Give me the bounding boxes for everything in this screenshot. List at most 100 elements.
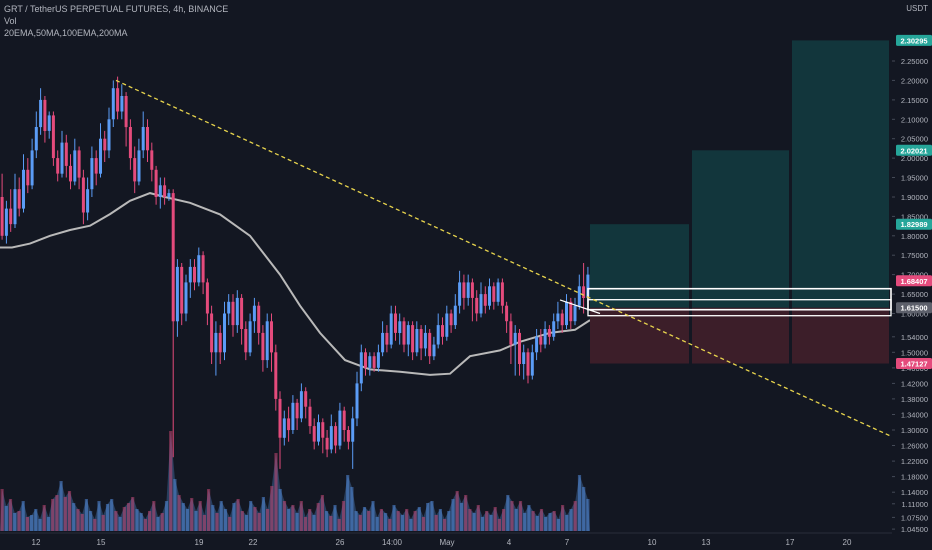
volume-bar: [46, 517, 51, 531]
volume-bar: [34, 509, 38, 531]
trendline-layer[interactable]: [115, 79, 891, 437]
price-badge[interactable]: [896, 34, 932, 46]
volume-bar: [514, 509, 518, 531]
time-tick-label: 15: [97, 538, 106, 547]
volume-bar: [185, 509, 190, 531]
candle: [163, 185, 167, 197]
volume-bar: [72, 503, 76, 531]
price-axis-panel[interactable]: [892, 0, 932, 550]
candle: [436, 325, 440, 345]
candle: [321, 422, 325, 438]
price-tick-label: 1.65000: [901, 290, 928, 299]
volume-bar: [8, 499, 13, 531]
volume-bar: [59, 481, 63, 531]
candle: [9, 208, 13, 225]
volume-bar: [337, 519, 341, 531]
stop-zone-2[interactable]: [692, 307, 789, 364]
volume-bar: [510, 501, 514, 531]
volume-bar: [573, 501, 577, 531]
symbol-title[interactable]: GRT / TetherUS PERPETUAL FUTURES, 4h, BI…: [4, 4, 229, 14]
candle: [342, 410, 346, 430]
candle: [30, 150, 34, 186]
candle: [167, 193, 171, 197]
price-tick-label: 2.00000: [901, 154, 928, 163]
volume-bar: [451, 499, 455, 531]
candle: [552, 321, 556, 337]
volume-bar: [426, 503, 430, 531]
candle: [479, 294, 483, 314]
candle: [543, 329, 547, 345]
volume-bar: [489, 515, 493, 531]
volume-bar: [266, 509, 270, 531]
volume-bar: [539, 509, 544, 531]
candle: [278, 398, 282, 438]
volume-bar: [320, 495, 324, 531]
breakout-marker: [559, 299, 601, 315]
candle: [475, 297, 479, 314]
time-tick-label: 10: [648, 538, 657, 547]
volume-bar: [548, 513, 552, 531]
price-tick-label: 1.85000: [901, 212, 928, 221]
time-tick-label: 13: [702, 538, 711, 547]
descending-trendline[interactable]: [115, 79, 891, 437]
stop-zone-3[interactable]: [792, 307, 889, 364]
price-badge[interactable]: [896, 275, 932, 287]
volume-bar: [101, 515, 105, 531]
price-badge[interactable]: [896, 302, 932, 314]
target-zone-2[interactable]: [692, 150, 789, 308]
candle: [526, 352, 530, 376]
candle: [359, 352, 363, 384]
time-tick-label: 22: [249, 538, 258, 547]
volume-bar: [287, 509, 291, 531]
volume-bar: [299, 501, 303, 531]
volume-indicator-label[interactable]: Vol: [4, 16, 17, 26]
candle: [223, 313, 226, 353]
volume-bar: [211, 505, 215, 531]
price-badge[interactable]: [896, 144, 932, 156]
volume-bar: [531, 511, 535, 531]
candle: [560, 313, 564, 326]
volume-bar: [400, 515, 405, 531]
volume-bar: [194, 511, 198, 531]
candle: [22, 169, 25, 209]
candle: [107, 119, 111, 151]
entry-line-box[interactable]: [587, 299, 892, 317]
candle: [441, 325, 444, 337]
target-zone-1[interactable]: [590, 224, 689, 308]
candle: [351, 418, 355, 442]
target-zone-3[interactable]: [792, 40, 889, 308]
candles-layer: [0, 76, 590, 469]
volume-bar: [405, 509, 409, 531]
candle: [458, 282, 462, 306]
position-zones-layer[interactable]: [587, 40, 892, 364]
moving-average-indicator-label[interactable]: 20EMA,50MA,100EMA,200MA: [4, 28, 128, 38]
volume-area: [0, 431, 590, 531]
moving-average-layer: [0, 192, 591, 376]
volume-bar: [523, 513, 527, 531]
volume-bar: [270, 486, 274, 531]
volume-bar: [358, 515, 362, 531]
volume-bar: [278, 489, 282, 531]
candle: [124, 96, 128, 128]
moving-average-line: [0, 192, 591, 376]
price-tick-label: 2.15000: [901, 96, 928, 105]
price-axis[interactable]: USDT 2.25000 2.20000 2.15000 2.10000 2.05000 2…: [892, 0, 932, 550]
price-badge[interactable]: [896, 358, 932, 369]
candle: [547, 329, 551, 337]
volume-bar: [371, 501, 375, 531]
candle: [257, 305, 261, 333]
time-tick-label: May: [439, 538, 454, 547]
volume-bar: [126, 503, 131, 531]
price-badge[interactable]: [896, 218, 932, 230]
volume-bar: [207, 489, 211, 531]
volume-bar: [139, 513, 143, 531]
candle: [573, 305, 577, 322]
volume-bar: [379, 509, 383, 531]
volume-bar: [181, 503, 185, 531]
time-axis[interactable]: 12 15 19 22 26 14:00 May 4 7 10 13 17 20: [0, 532, 892, 550]
candle: [86, 189, 90, 213]
volume-bar: [392, 505, 396, 531]
volume-bar: [455, 491, 459, 531]
